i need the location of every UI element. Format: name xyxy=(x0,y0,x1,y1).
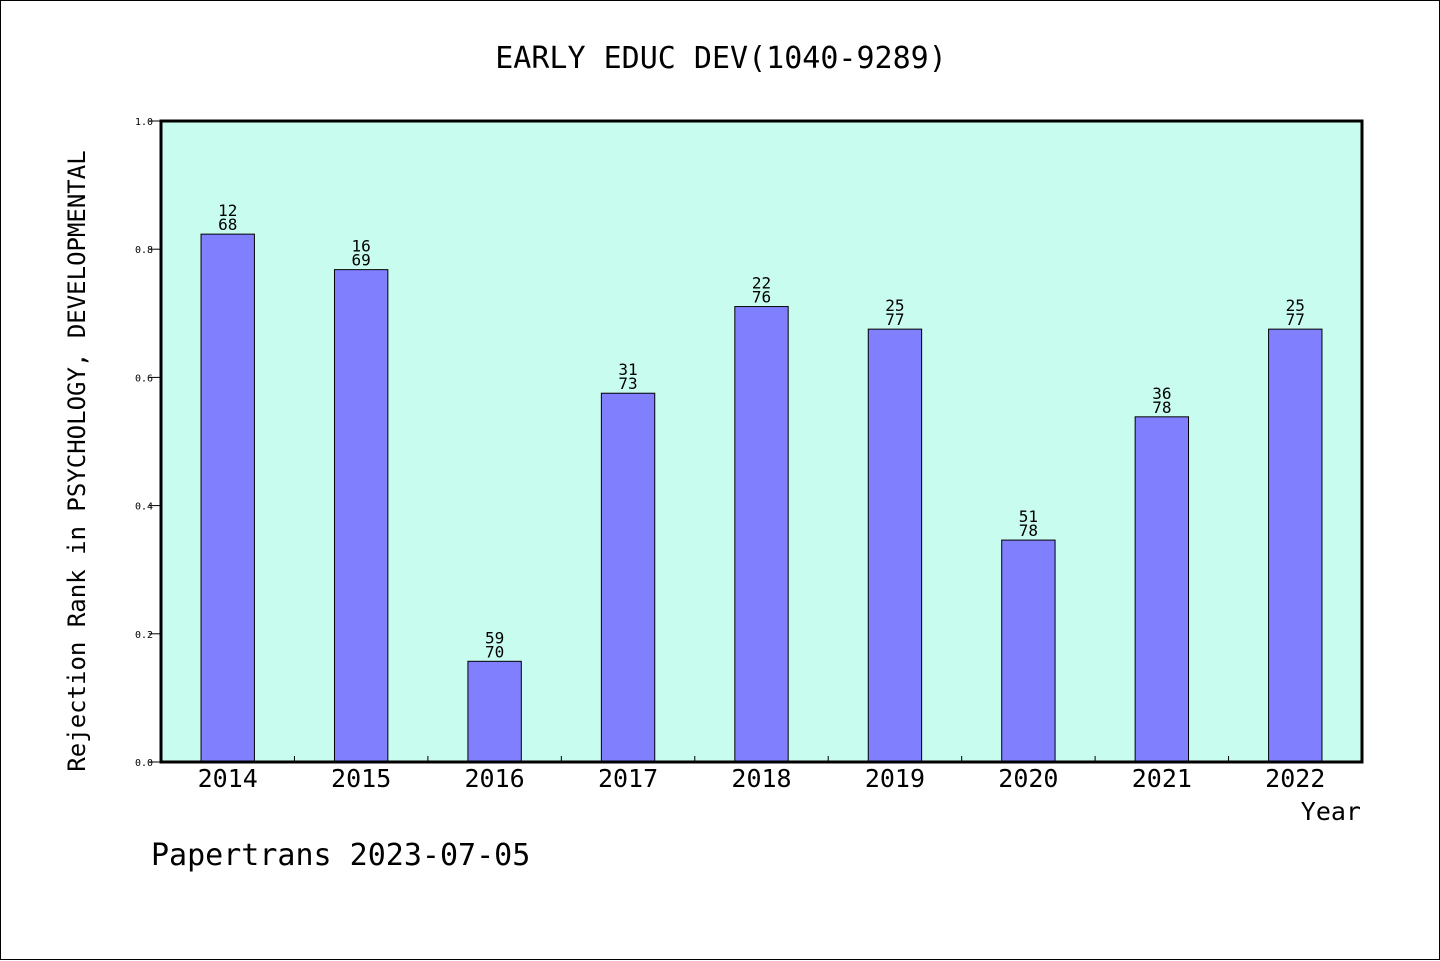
bar-label-rank: 36 xyxy=(1152,384,1171,403)
bar-label-rank: 59 xyxy=(485,628,504,647)
bar xyxy=(1001,539,1056,763)
bars xyxy=(200,233,1323,763)
plot-border xyxy=(159,119,1364,764)
bar xyxy=(600,392,656,763)
x-tick-label: 2020 xyxy=(998,764,1058,793)
chart-title: EARLY EDUC DEV(1040-9289) xyxy=(495,41,947,76)
bar xyxy=(867,328,923,763)
y-tick-label: 0.0 xyxy=(135,758,153,769)
footer-text: Papertrans 2023-07-05 xyxy=(151,838,530,873)
bar-label-total: 69 xyxy=(352,251,371,270)
y-tick-label: 0.8 xyxy=(135,245,153,256)
bar-label-total: 77 xyxy=(1286,310,1305,329)
bar xyxy=(333,269,389,763)
bar-label-total: 68 xyxy=(218,215,237,234)
bar xyxy=(1134,416,1190,763)
y-tick-label: 0.2 xyxy=(135,630,153,641)
x-tick-label: 2019 xyxy=(865,764,925,793)
bar xyxy=(1268,328,1323,763)
x-tick-label: 2017 xyxy=(598,764,658,793)
bar-label-total: 77 xyxy=(885,310,904,329)
y-tick-label: 0.4 xyxy=(135,502,153,513)
bar-label-total: 73 xyxy=(618,374,637,393)
x-tick-label: 2014 xyxy=(198,764,258,793)
y-tick-label: 0.6 xyxy=(135,373,153,384)
bar-label-rank: 51 xyxy=(1019,507,1038,526)
y-axis-label: Rejection Rank in PSYCHOLOGY, DEVELOPMEN… xyxy=(63,150,91,771)
x-tick-label: 2018 xyxy=(731,764,791,793)
x-axis-label: Year xyxy=(1301,797,1361,826)
y-axis: 0.0 0.2 0.4 0.6 0.8 1.0 xyxy=(135,117,161,769)
x-axis: 2014 2015 2016 2017 2018 2019 2020 2021 2022 xyxy=(198,756,1325,793)
bar-label-rank: 25 xyxy=(885,296,904,315)
bar-label-rank: 31 xyxy=(618,360,637,379)
x-tick-label: 2022 xyxy=(1265,764,1325,793)
bar-label-total: 78 xyxy=(1019,521,1038,540)
bar xyxy=(467,660,522,763)
bar-label-rank: 16 xyxy=(352,237,371,256)
bar xyxy=(734,306,789,763)
bar-label-total: 70 xyxy=(485,642,504,661)
bar-label-total: 76 xyxy=(752,288,771,307)
bar-label-total: 78 xyxy=(1152,398,1171,417)
bar-label-rank: 12 xyxy=(218,201,237,220)
x-tick-label: 2021 xyxy=(1132,764,1192,793)
x-tick-label: 2015 xyxy=(331,764,391,793)
bar xyxy=(200,233,255,763)
y-tick-label: 1.0 xyxy=(135,117,153,128)
bar-label-rank: 22 xyxy=(752,274,771,293)
x-tick-label: 2016 xyxy=(465,764,525,793)
bar-label-rank: 25 xyxy=(1286,296,1305,315)
